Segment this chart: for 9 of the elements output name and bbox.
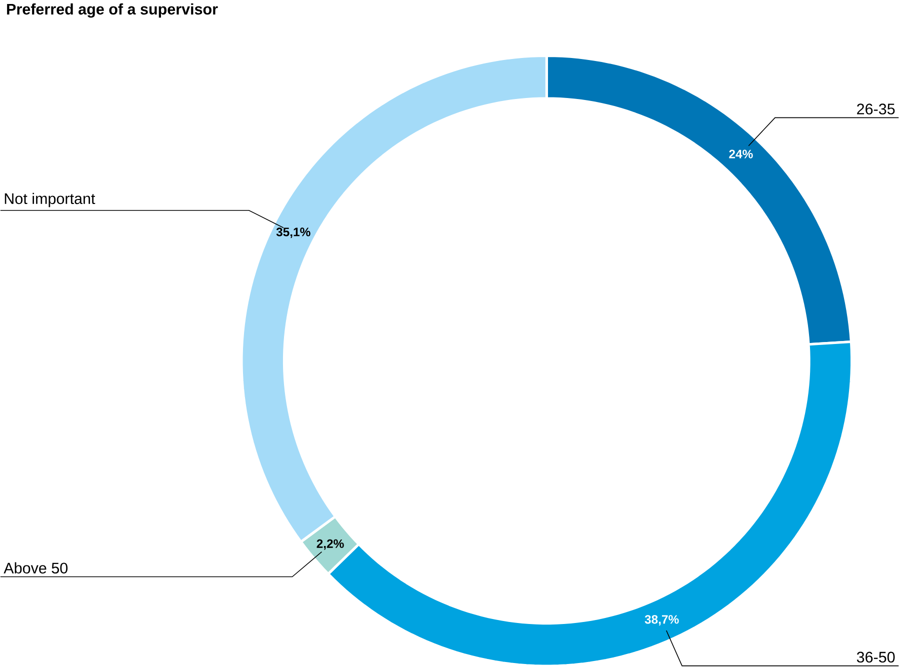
slice-label: Not important <box>4 192 96 207</box>
data-label: 2,2% <box>316 539 344 550</box>
data-label: 24% <box>729 150 753 158</box>
data-label: 35,1% <box>276 228 310 238</box>
slice-label: 36-50 <box>856 652 895 662</box>
slice-label: 26-35 <box>857 103 895 114</box>
slice-label: Above 50 <box>4 562 68 574</box>
data-label: 38,7% <box>644 614 679 626</box>
chart-title: Preferred age of a supervisor <box>7 3 218 18</box>
